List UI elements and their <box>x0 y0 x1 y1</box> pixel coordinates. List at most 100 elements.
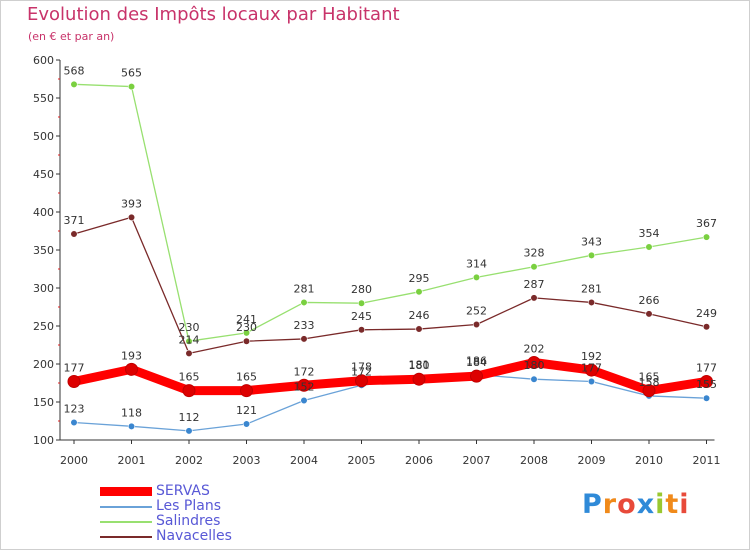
x-tick-label: 2008 <box>520 454 548 467</box>
data-point-navacelles <box>70 230 78 238</box>
data-point-salindres <box>70 80 78 88</box>
data-label-salindres: 328 <box>524 247 545 260</box>
data-label-salindres: 343 <box>581 235 602 248</box>
data-point-navacelles <box>587 298 596 307</box>
data-point-salindres <box>587 251 596 259</box>
legend-item-salindres[interactable]: Salindres <box>100 514 232 529</box>
y-tick-label: 250 <box>33 320 54 333</box>
data-label-les-plans: 123 <box>64 403 85 416</box>
data-point-les-plans <box>300 396 308 405</box>
data-label-servas: 165 <box>639 371 660 384</box>
data-label-servas: 172 <box>294 365 315 378</box>
y-tick-label: 300 <box>33 282 54 295</box>
x-tick-label: 2004 <box>290 454 318 467</box>
data-point-servas <box>527 355 541 369</box>
logo-letter: t <box>665 489 680 520</box>
data-label-salindres: 280 <box>351 283 372 296</box>
data-label-servas: 178 <box>351 361 372 374</box>
data-point-navacelles <box>242 337 251 345</box>
data-point-servas <box>700 374 713 388</box>
data-label-les-plans: 180 <box>524 359 545 372</box>
legend-swatch-salindres <box>100 520 152 523</box>
series-line-servas <box>69 357 711 396</box>
data-point-les-plans <box>242 420 251 428</box>
data-label-navacelles: 230 <box>236 321 257 334</box>
logo-letter: i <box>679 489 690 520</box>
data-label-les-plans: 177 <box>581 361 602 374</box>
data-label-servas: 180 <box>409 359 430 372</box>
data-label-navacelles: 371 <box>64 214 85 227</box>
data-point-navacelles <box>127 213 136 221</box>
data-point-servas <box>642 384 656 398</box>
data-label-servas: 165 <box>179 371 200 384</box>
x-tick-label: 2001 <box>118 454 146 467</box>
data-label-les-plans: 152 <box>294 380 315 393</box>
data-label-salindres: 230 <box>179 321 200 334</box>
y-tick-label: 400 <box>33 206 54 219</box>
data-label-les-plans: 112 <box>179 411 200 424</box>
data-point-navacelles <box>702 323 711 331</box>
data-label-servas: 193 <box>121 349 142 362</box>
data-label-navacelles: 246 <box>409 309 430 322</box>
data-point-les-plans <box>587 377 596 386</box>
data-label-salindres: 241 <box>236 313 257 326</box>
x-tick-label: 2007 <box>463 454 491 467</box>
data-point-les-plans <box>530 375 538 383</box>
chart-subtitle: (en € et par an) <box>28 30 115 43</box>
data-label-salindres: 565 <box>121 67 142 80</box>
data-point-salindres <box>357 299 366 307</box>
data-point-navacelles <box>300 335 308 343</box>
data-label-navacelles: 214 <box>179 333 200 346</box>
data-label-salindres: 568 <box>64 64 85 77</box>
legend-item-navacelles[interactable]: Navacelles <box>100 529 232 544</box>
data-point-les-plans <box>70 418 78 427</box>
x-tick-label: 2002 <box>175 454 203 467</box>
data-point-les-plans <box>702 394 711 402</box>
data-label-salindres: 314 <box>466 257 487 270</box>
data-label-salindres: 281 <box>294 282 315 295</box>
legend-item-les-plans[interactable]: Les Plans <box>100 499 232 514</box>
data-label-servas: 192 <box>581 350 602 363</box>
data-label-les-plans: 155 <box>696 378 717 391</box>
data-label-salindres: 354 <box>639 227 660 240</box>
data-label-navacelles: 233 <box>294 319 315 332</box>
data-point-navacelles <box>357 326 366 334</box>
data-point-les-plans <box>185 427 193 435</box>
logo-letter: P <box>582 489 603 520</box>
series-line-salindres <box>73 83 708 342</box>
data-label-navacelles: 281 <box>581 282 602 295</box>
data-label-servas: 177 <box>64 361 85 374</box>
data-point-salindres <box>472 273 481 281</box>
data-point-salindres <box>300 298 308 307</box>
y-tick-label: 550 <box>33 92 54 105</box>
data-label-salindres: 367 <box>696 217 717 230</box>
x-tick-label: 2006 <box>405 454 433 467</box>
data-point-servas <box>125 362 138 376</box>
logo-letter: r <box>602 489 618 520</box>
data-point-servas <box>182 384 196 398</box>
data-label-les-plans: 181 <box>409 358 430 371</box>
data-point-salindres <box>242 329 251 337</box>
proxiti-logo: Proxiti <box>582 489 690 520</box>
data-point-salindres <box>530 263 538 271</box>
data-label-les-plans: 172 <box>351 365 372 378</box>
x-tick-label: 2000 <box>60 454 88 467</box>
data-label-servas: 165 <box>236 371 257 384</box>
data-point-salindres <box>185 337 193 345</box>
data-label-navacelles: 245 <box>351 310 372 323</box>
data-label-les-plans: 121 <box>236 404 257 417</box>
data-point-salindres <box>415 288 423 296</box>
data-point-servas <box>412 372 426 386</box>
y-tick-label: 600 <box>33 54 54 67</box>
legend-item-servas[interactable]: SERVAS <box>100 484 232 499</box>
data-label-navacelles: 249 <box>696 307 717 320</box>
data-point-servas <box>470 369 483 383</box>
data-label-navacelles: 266 <box>639 294 660 307</box>
chart-title: Evolution des Impôts locaux par Habitant <box>27 4 400 25</box>
logo-letter: o <box>617 489 637 520</box>
y-tick-label: 450 <box>33 168 54 181</box>
data-point-servas <box>585 363 598 377</box>
data-point-navacelles <box>530 294 538 302</box>
data-point-servas <box>355 374 368 388</box>
data-point-servas <box>67 374 81 388</box>
